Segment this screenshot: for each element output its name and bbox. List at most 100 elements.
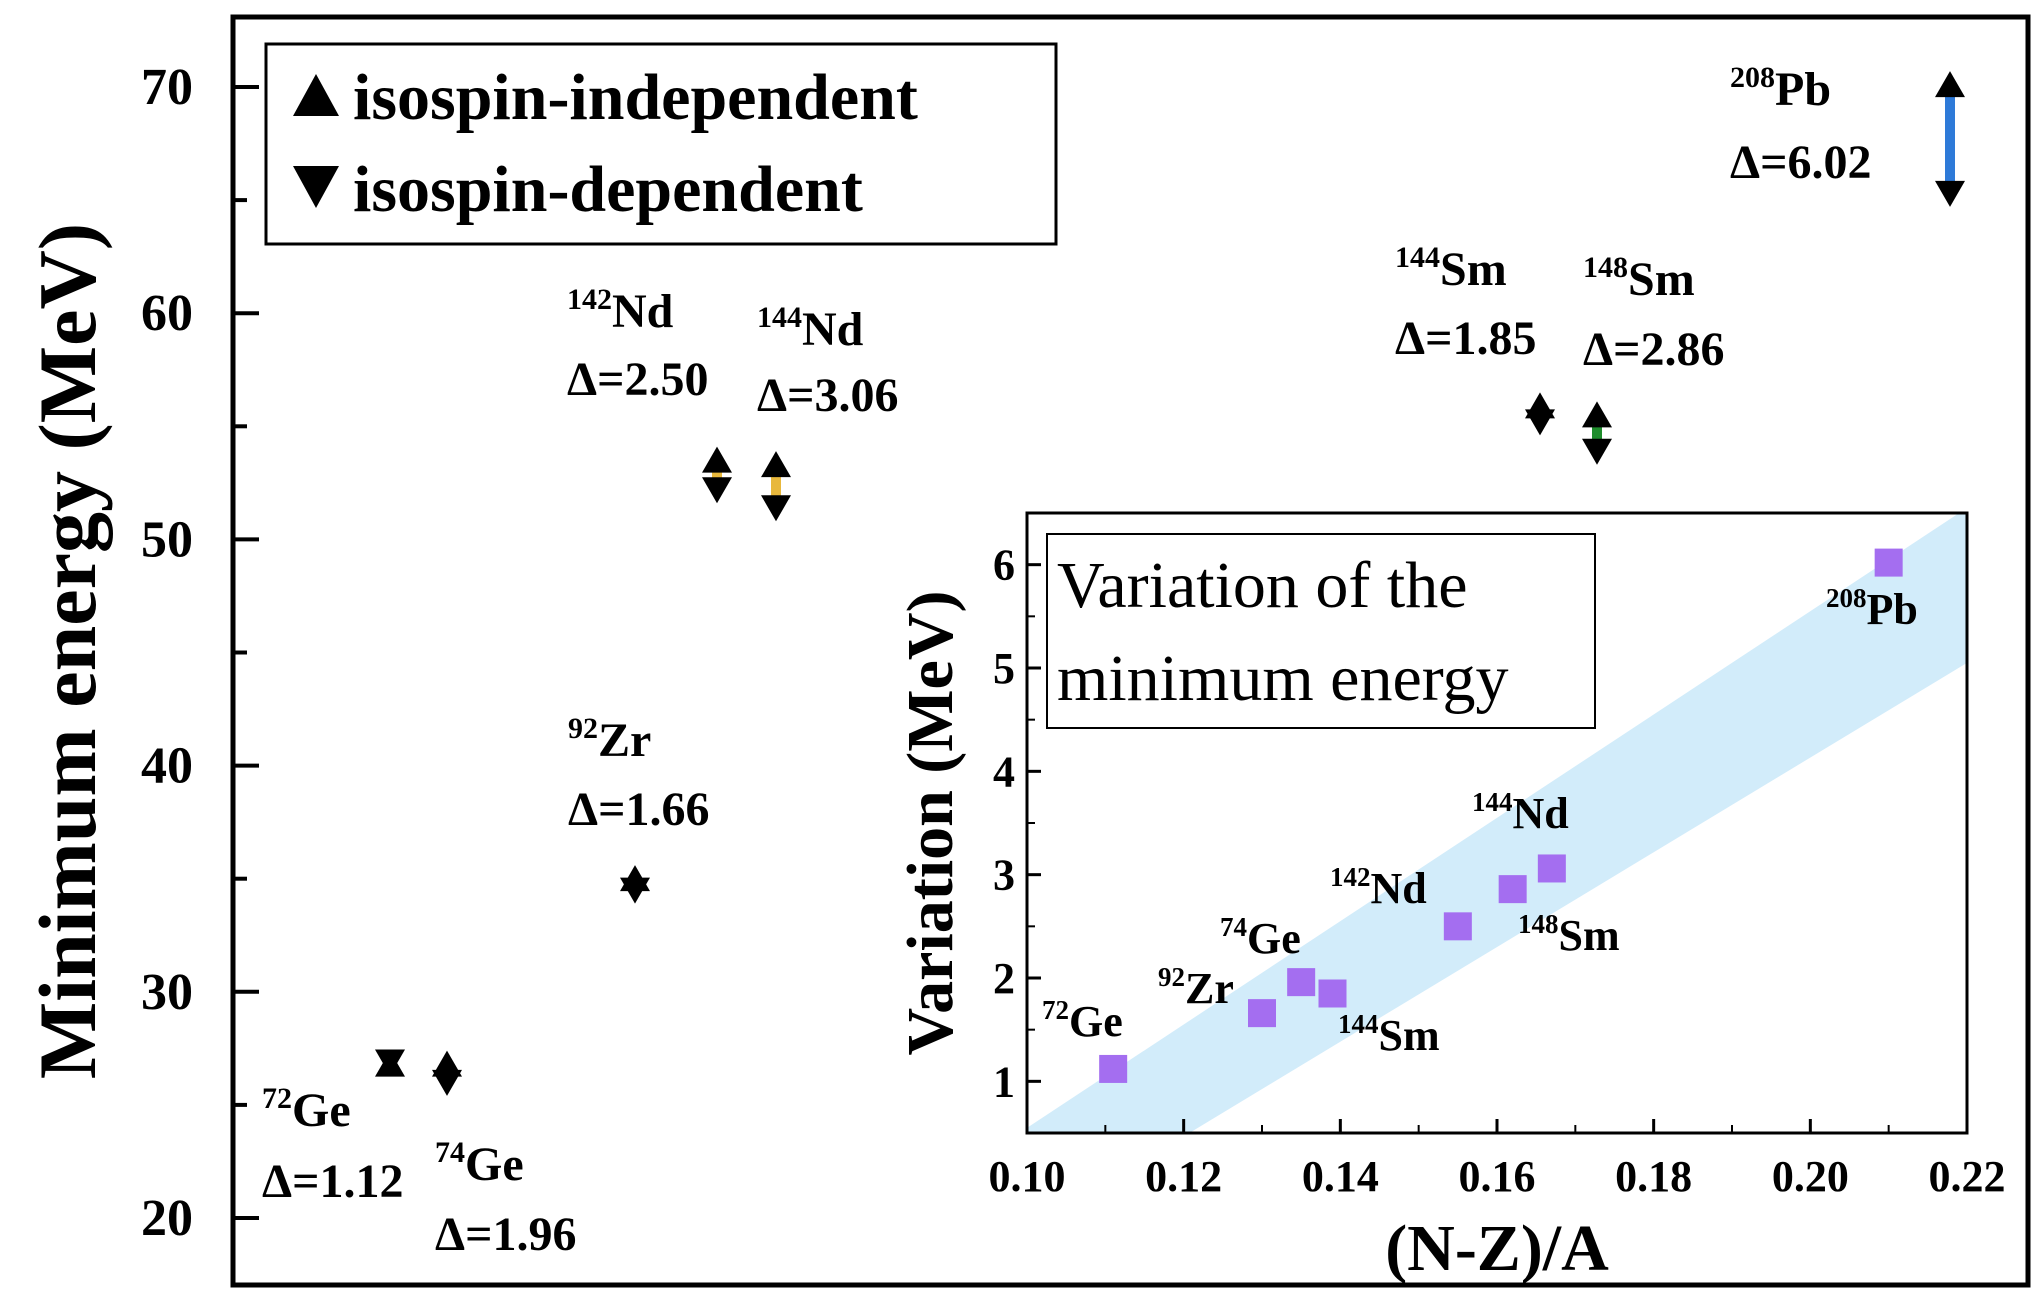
- nuclide-label-sm144-element: Sm: [1440, 243, 1507, 296]
- legend-box: [264, 42, 1058, 246]
- nuclide-label-nd142-mass: 142: [567, 283, 612, 316]
- delta-label-nd144: Δ=3.06: [757, 369, 898, 422]
- inset-x-tick-label: 0.22: [1929, 1152, 2006, 1201]
- inset-point-label-sm148-element: Sm: [1559, 911, 1620, 960]
- inset-y-tick-label: 3: [993, 851, 1015, 900]
- up-triangle-marker: [1935, 71, 1965, 98]
- inset-point-nd142: [1443, 912, 1472, 941]
- nuclide-label-ge74-element: Ge: [465, 1138, 524, 1191]
- inset-point-ge72: [1099, 1054, 1128, 1083]
- up-triangle-marker: [702, 446, 732, 473]
- inset-x-tick-label: 0.10: [989, 1152, 1066, 1201]
- nuclide-label-sm144: 144Sm: [1395, 241, 1507, 296]
- y-axis-title: Minimum energy (MeV): [22, 223, 113, 1079]
- nuclide-label-nd144: 144Nd: [757, 301, 864, 356]
- inset-frame: [1025, 511, 1969, 1135]
- inset-point-ge74: [1287, 968, 1316, 997]
- inset-point-label-nd144-element: Nd: [1513, 789, 1569, 838]
- inset-y-tick-label: 1: [993, 1057, 1015, 1106]
- nuclide-label-ge72-element: Ge: [292, 1084, 351, 1137]
- delta-label-pb208: Δ=6.02: [1730, 136, 1871, 189]
- inset-y-tick-label: 6: [993, 541, 1015, 590]
- down-triangle-marker: [1582, 438, 1612, 465]
- inset-point-label-pb208-element: Pb: [1867, 585, 1918, 634]
- inset-point-label-ge72-element: Ge: [1069, 997, 1123, 1046]
- inset-y-tick-label: 5: [993, 644, 1015, 693]
- inset-point-label-ge74-mass: 74: [1220, 912, 1247, 942]
- inset-y-tick-label: 2: [993, 954, 1015, 1003]
- nuclide-label-zr92-element: Zr: [598, 714, 651, 767]
- inset-x-tick-label: 0.20: [1772, 1152, 1849, 1201]
- down-triangle-marker: [1525, 409, 1555, 436]
- legend-up-triangle-icon: [293, 74, 339, 116]
- down-triangle-marker: [761, 495, 791, 522]
- inset-y-tick-label: 4: [993, 747, 1015, 796]
- nuclide-label-pb208: 208Pb: [1730, 61, 1831, 116]
- inset-point-label-sm148: 148Sm: [1518, 909, 1620, 960]
- nuclide-label-nd142-element: Nd: [612, 285, 674, 338]
- confidence-band: [1027, 513, 1967, 1133]
- down-triangle-marker: [620, 877, 650, 904]
- inset-x-tick-label: 0.18: [1615, 1152, 1692, 1201]
- nuclide-label-nd142: 142Nd: [567, 283, 674, 338]
- inset-point-label-ge72: 72Ge: [1042, 995, 1123, 1046]
- nuclide-label-sm148: 148Sm: [1583, 251, 1695, 306]
- nuclide-label-sm148-element: Sm: [1628, 253, 1695, 306]
- up-triangle-marker: [761, 451, 791, 478]
- legend: isospin-independent isospin-dependent: [264, 42, 1058, 246]
- down-triangle-marker: [702, 477, 732, 504]
- inset-point-label-ge72-mass: 72: [1042, 995, 1069, 1025]
- delta-label-ge72: Δ=1.12: [262, 1155, 403, 1208]
- inset-title-box: [1046, 533, 1596, 729]
- legend-label-1: isospin-dependent: [353, 153, 863, 226]
- y-tick-label: 60: [141, 285, 193, 342]
- y-tick-label: 40: [141, 738, 193, 795]
- inset-point-nd144: [1537, 854, 1566, 883]
- inset-point-label-zr92-mass: 92: [1158, 962, 1185, 992]
- inset-point-zr92: [1248, 999, 1276, 1028]
- y-tick-label: 50: [141, 511, 193, 568]
- inset-point-label-zr92: 92Zr: [1158, 962, 1234, 1013]
- down-triangle-marker: [432, 1069, 462, 1096]
- inset-point-label-nd144: 144Nd: [1472, 787, 1569, 838]
- nuclide-label-sm148-mass: 148: [1583, 251, 1628, 284]
- nuclide-label-ge74: 74Ge: [435, 1136, 524, 1191]
- inset-x-axis-title: (N-Z)/A: [1385, 1212, 1609, 1285]
- inset-point-label-sm148-mass: 148: [1518, 909, 1559, 939]
- inset-point-label-sm144-element: Sm: [1379, 1011, 1440, 1060]
- nuclide-label-ge74-mass: 74: [435, 1136, 465, 1169]
- delta-label-nd142: Δ=2.50: [567, 353, 708, 406]
- nuclide-label-pb208-element: Pb: [1775, 63, 1831, 116]
- down-triangle-marker: [375, 1049, 405, 1076]
- down-triangle-marker: [1935, 180, 1965, 207]
- inset-point-pb208: [1874, 548, 1903, 577]
- nuclide-label-nd144-element: Nd: [802, 303, 864, 356]
- nuclide-label-sm144-mass: 144: [1395, 241, 1440, 274]
- inset-point-label-zr92-element: Zr: [1185, 964, 1234, 1013]
- delta-label-ge74: Δ=1.96: [435, 1208, 576, 1261]
- inset-point-label-ge74-element: Ge: [1247, 914, 1301, 963]
- inset-point-label-nd142: 142Nd: [1330, 862, 1427, 913]
- inset-point-label-pb208: 208Pb: [1826, 583, 1918, 634]
- y-tick-label: 70: [141, 59, 193, 116]
- legend-label-0: isospin-independent: [353, 61, 918, 134]
- delta-label-zr92: Δ=1.66: [568, 783, 709, 836]
- nuclide-label-zr92: 92Zr: [568, 712, 651, 767]
- nuclide-label-zr92-mass: 92: [568, 712, 598, 745]
- inset-y-axis-title: Variation (MeV): [894, 591, 967, 1056]
- legend-down-triangle-icon: [293, 166, 339, 208]
- inset-point-label-nd142-element: Nd: [1371, 864, 1427, 913]
- inset-point-label-nd144-mass: 144: [1472, 787, 1513, 817]
- inset-point-sm148: [1498, 875, 1527, 904]
- nuclide-label-ge72: 72Ge: [262, 1082, 351, 1137]
- inset-point-label-sm144-mass: 144: [1338, 1009, 1379, 1039]
- inset-x-tick-label: 0.16: [1459, 1152, 1536, 1201]
- y-tick-label: 30: [141, 964, 193, 1021]
- inset-point-label-nd142-mass: 142: [1330, 862, 1371, 892]
- inset-x-tick-label: 0.12: [1145, 1152, 1222, 1201]
- delta-label-sm148: Δ=2.86: [1583, 323, 1724, 376]
- inset-point-label-ge74: 74Ge: [1220, 912, 1301, 963]
- inset-point-label-sm144: 144Sm: [1338, 1009, 1440, 1060]
- nuclide-label-nd144-mass: 144: [757, 301, 802, 334]
